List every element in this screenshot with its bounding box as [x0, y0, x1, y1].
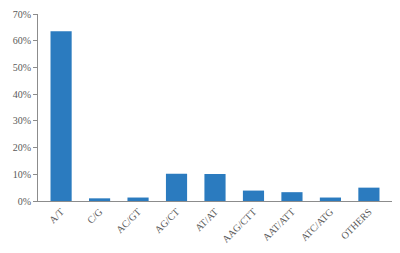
svg-text:30%: 30% — [13, 115, 31, 126]
svg-text:AC/GT: AC/GT — [114, 206, 143, 235]
svg-text:AAG/CTT: AAG/CTT — [220, 206, 258, 244]
svg-text:50%: 50% — [13, 62, 31, 73]
svg-text:0%: 0% — [18, 196, 31, 207]
svg-text:C/G: C/G — [85, 206, 105, 226]
svg-text:AAT/ATT: AAT/ATT — [260, 206, 296, 242]
svg-text:10%: 10% — [13, 169, 31, 180]
svg-text:A/T: A/T — [47, 206, 66, 225]
svg-text:AG/CT: AG/CT — [152, 206, 181, 235]
svg-text:20%: 20% — [13, 142, 31, 153]
svg-text:OTHERS: OTHERS — [339, 206, 374, 241]
svg-text:70%: 70% — [13, 9, 31, 20]
svg-text:40%: 40% — [13, 89, 31, 100]
svg-text:ATC/ATG: ATC/ATG — [299, 206, 336, 243]
svg-text:AT/AT: AT/AT — [193, 206, 220, 233]
svg-text:60%: 60% — [13, 35, 31, 46]
